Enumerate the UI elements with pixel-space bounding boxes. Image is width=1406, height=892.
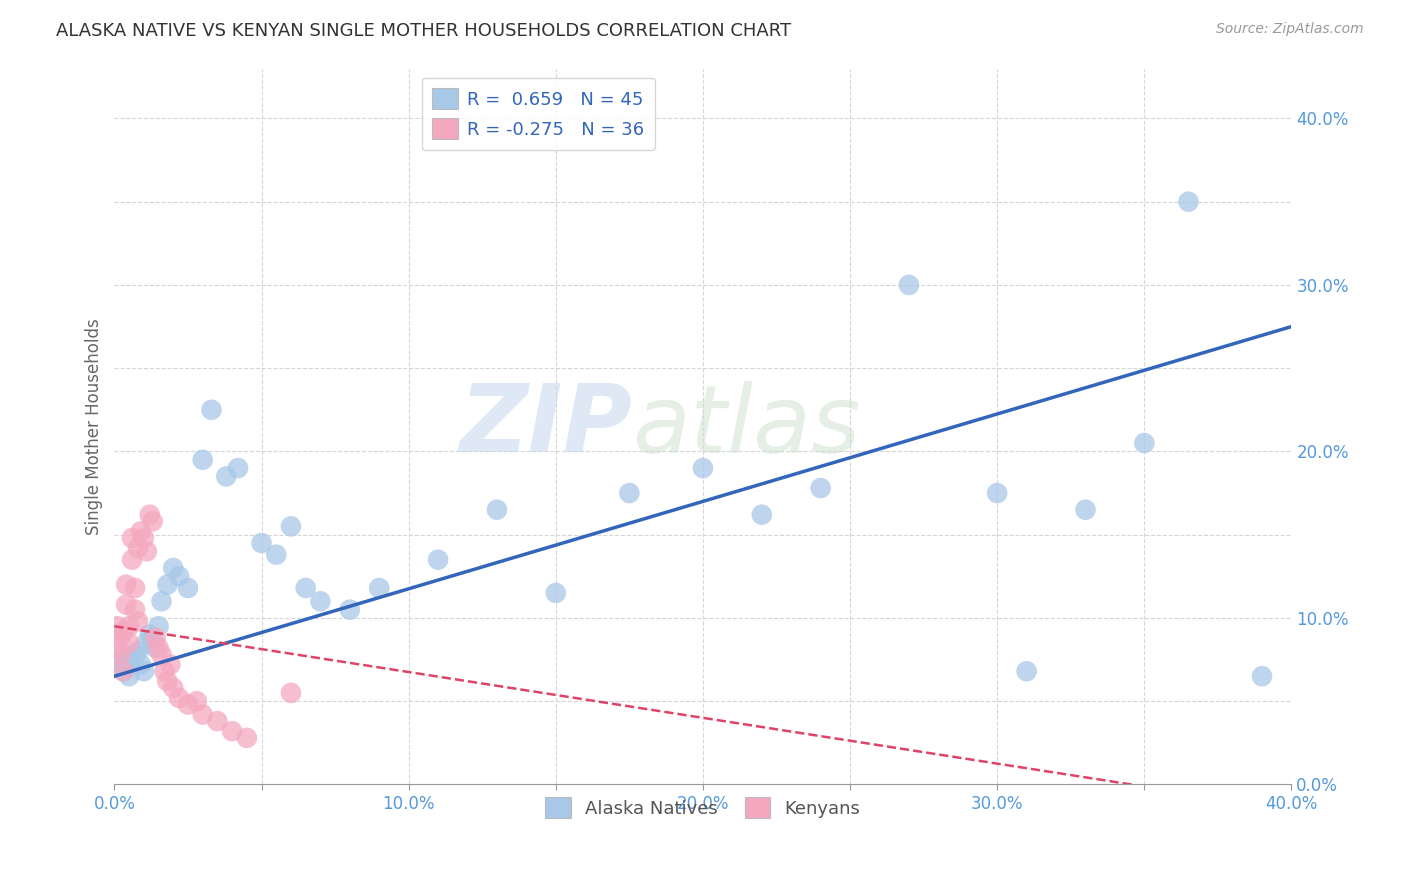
Point — [177, 581, 200, 595]
Point — [167, 569, 190, 583]
Point — [124, 602, 146, 616]
Point — [162, 561, 184, 575]
Point — [159, 657, 181, 672]
Point — [115, 598, 138, 612]
Point — [177, 698, 200, 712]
Point — [280, 519, 302, 533]
Point — [145, 631, 167, 645]
Point — [145, 640, 167, 655]
Point — [121, 531, 143, 545]
Point — [127, 614, 149, 628]
Point — [105, 652, 128, 666]
Point — [427, 552, 450, 566]
Point — [110, 657, 132, 672]
Point — [156, 674, 179, 689]
Point — [142, 631, 165, 645]
Point — [692, 461, 714, 475]
Y-axis label: Single Mother Households: Single Mother Households — [86, 318, 103, 535]
Point — [148, 640, 170, 655]
Point — [129, 524, 152, 539]
Point — [132, 531, 155, 545]
Point — [129, 657, 152, 672]
Point — [162, 681, 184, 695]
Point — [105, 619, 128, 633]
Point — [121, 652, 143, 666]
Point — [156, 577, 179, 591]
Point — [148, 619, 170, 633]
Point — [186, 694, 208, 708]
Point — [191, 452, 214, 467]
Point — [200, 402, 222, 417]
Point — [110, 631, 132, 645]
Point — [132, 664, 155, 678]
Point — [127, 644, 149, 658]
Point — [115, 661, 138, 675]
Point — [221, 724, 243, 739]
Legend: Alaska Natives, Kenyans: Alaska Natives, Kenyans — [538, 790, 868, 825]
Point — [485, 502, 508, 516]
Point — [118, 619, 141, 633]
Point — [751, 508, 773, 522]
Point — [124, 648, 146, 662]
Point — [142, 515, 165, 529]
Point — [135, 544, 157, 558]
Point — [124, 581, 146, 595]
Point — [150, 594, 173, 608]
Point — [115, 577, 138, 591]
Point — [138, 508, 160, 522]
Text: ZIP: ZIP — [460, 381, 633, 473]
Point — [105, 640, 128, 655]
Point — [153, 664, 176, 678]
Point — [368, 581, 391, 595]
Point — [138, 627, 160, 641]
Point — [1015, 664, 1038, 678]
Text: atlas: atlas — [633, 381, 860, 472]
Point — [167, 690, 190, 705]
Point — [1133, 436, 1156, 450]
Text: ALASKA NATIVE VS KENYAN SINGLE MOTHER HOUSEHOLDS CORRELATION CHART: ALASKA NATIVE VS KENYAN SINGLE MOTHER HO… — [56, 22, 792, 40]
Point — [986, 486, 1008, 500]
Point — [619, 486, 641, 500]
Point — [309, 594, 332, 608]
Point — [118, 636, 141, 650]
Point — [339, 602, 361, 616]
Point — [112, 664, 135, 678]
Point — [215, 469, 238, 483]
Point — [207, 714, 229, 728]
Point — [191, 707, 214, 722]
Point — [897, 277, 920, 292]
Point — [135, 636, 157, 650]
Point — [810, 481, 832, 495]
Point — [226, 461, 249, 475]
Text: Source: ZipAtlas.com: Source: ZipAtlas.com — [1216, 22, 1364, 37]
Point — [127, 541, 149, 555]
Point — [118, 669, 141, 683]
Point — [150, 648, 173, 662]
Point — [280, 686, 302, 700]
Point — [236, 731, 259, 745]
Point — [110, 648, 132, 662]
Point — [112, 624, 135, 639]
Point — [121, 552, 143, 566]
Point — [294, 581, 316, 595]
Point — [1251, 669, 1274, 683]
Point — [1177, 194, 1199, 209]
Point — [112, 664, 135, 678]
Point — [544, 586, 567, 600]
Point — [1074, 502, 1097, 516]
Point — [264, 548, 287, 562]
Point — [250, 536, 273, 550]
